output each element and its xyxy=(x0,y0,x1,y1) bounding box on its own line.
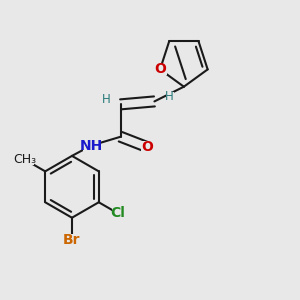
Bar xyxy=(102,94,110,103)
Bar xyxy=(141,142,153,153)
Text: H: H xyxy=(165,90,174,103)
Bar xyxy=(112,208,124,219)
Bar xyxy=(16,154,34,166)
Text: H: H xyxy=(101,93,110,106)
Text: NH: NH xyxy=(80,139,103,153)
Text: O: O xyxy=(141,140,153,154)
Bar xyxy=(82,140,100,151)
Text: Cl: Cl xyxy=(110,206,125,220)
Text: Br: Br xyxy=(63,233,81,247)
Bar xyxy=(153,64,167,75)
Bar xyxy=(166,92,174,100)
Bar xyxy=(66,234,78,245)
Text: O: O xyxy=(154,62,166,76)
Text: CH₃: CH₃ xyxy=(14,153,37,167)
